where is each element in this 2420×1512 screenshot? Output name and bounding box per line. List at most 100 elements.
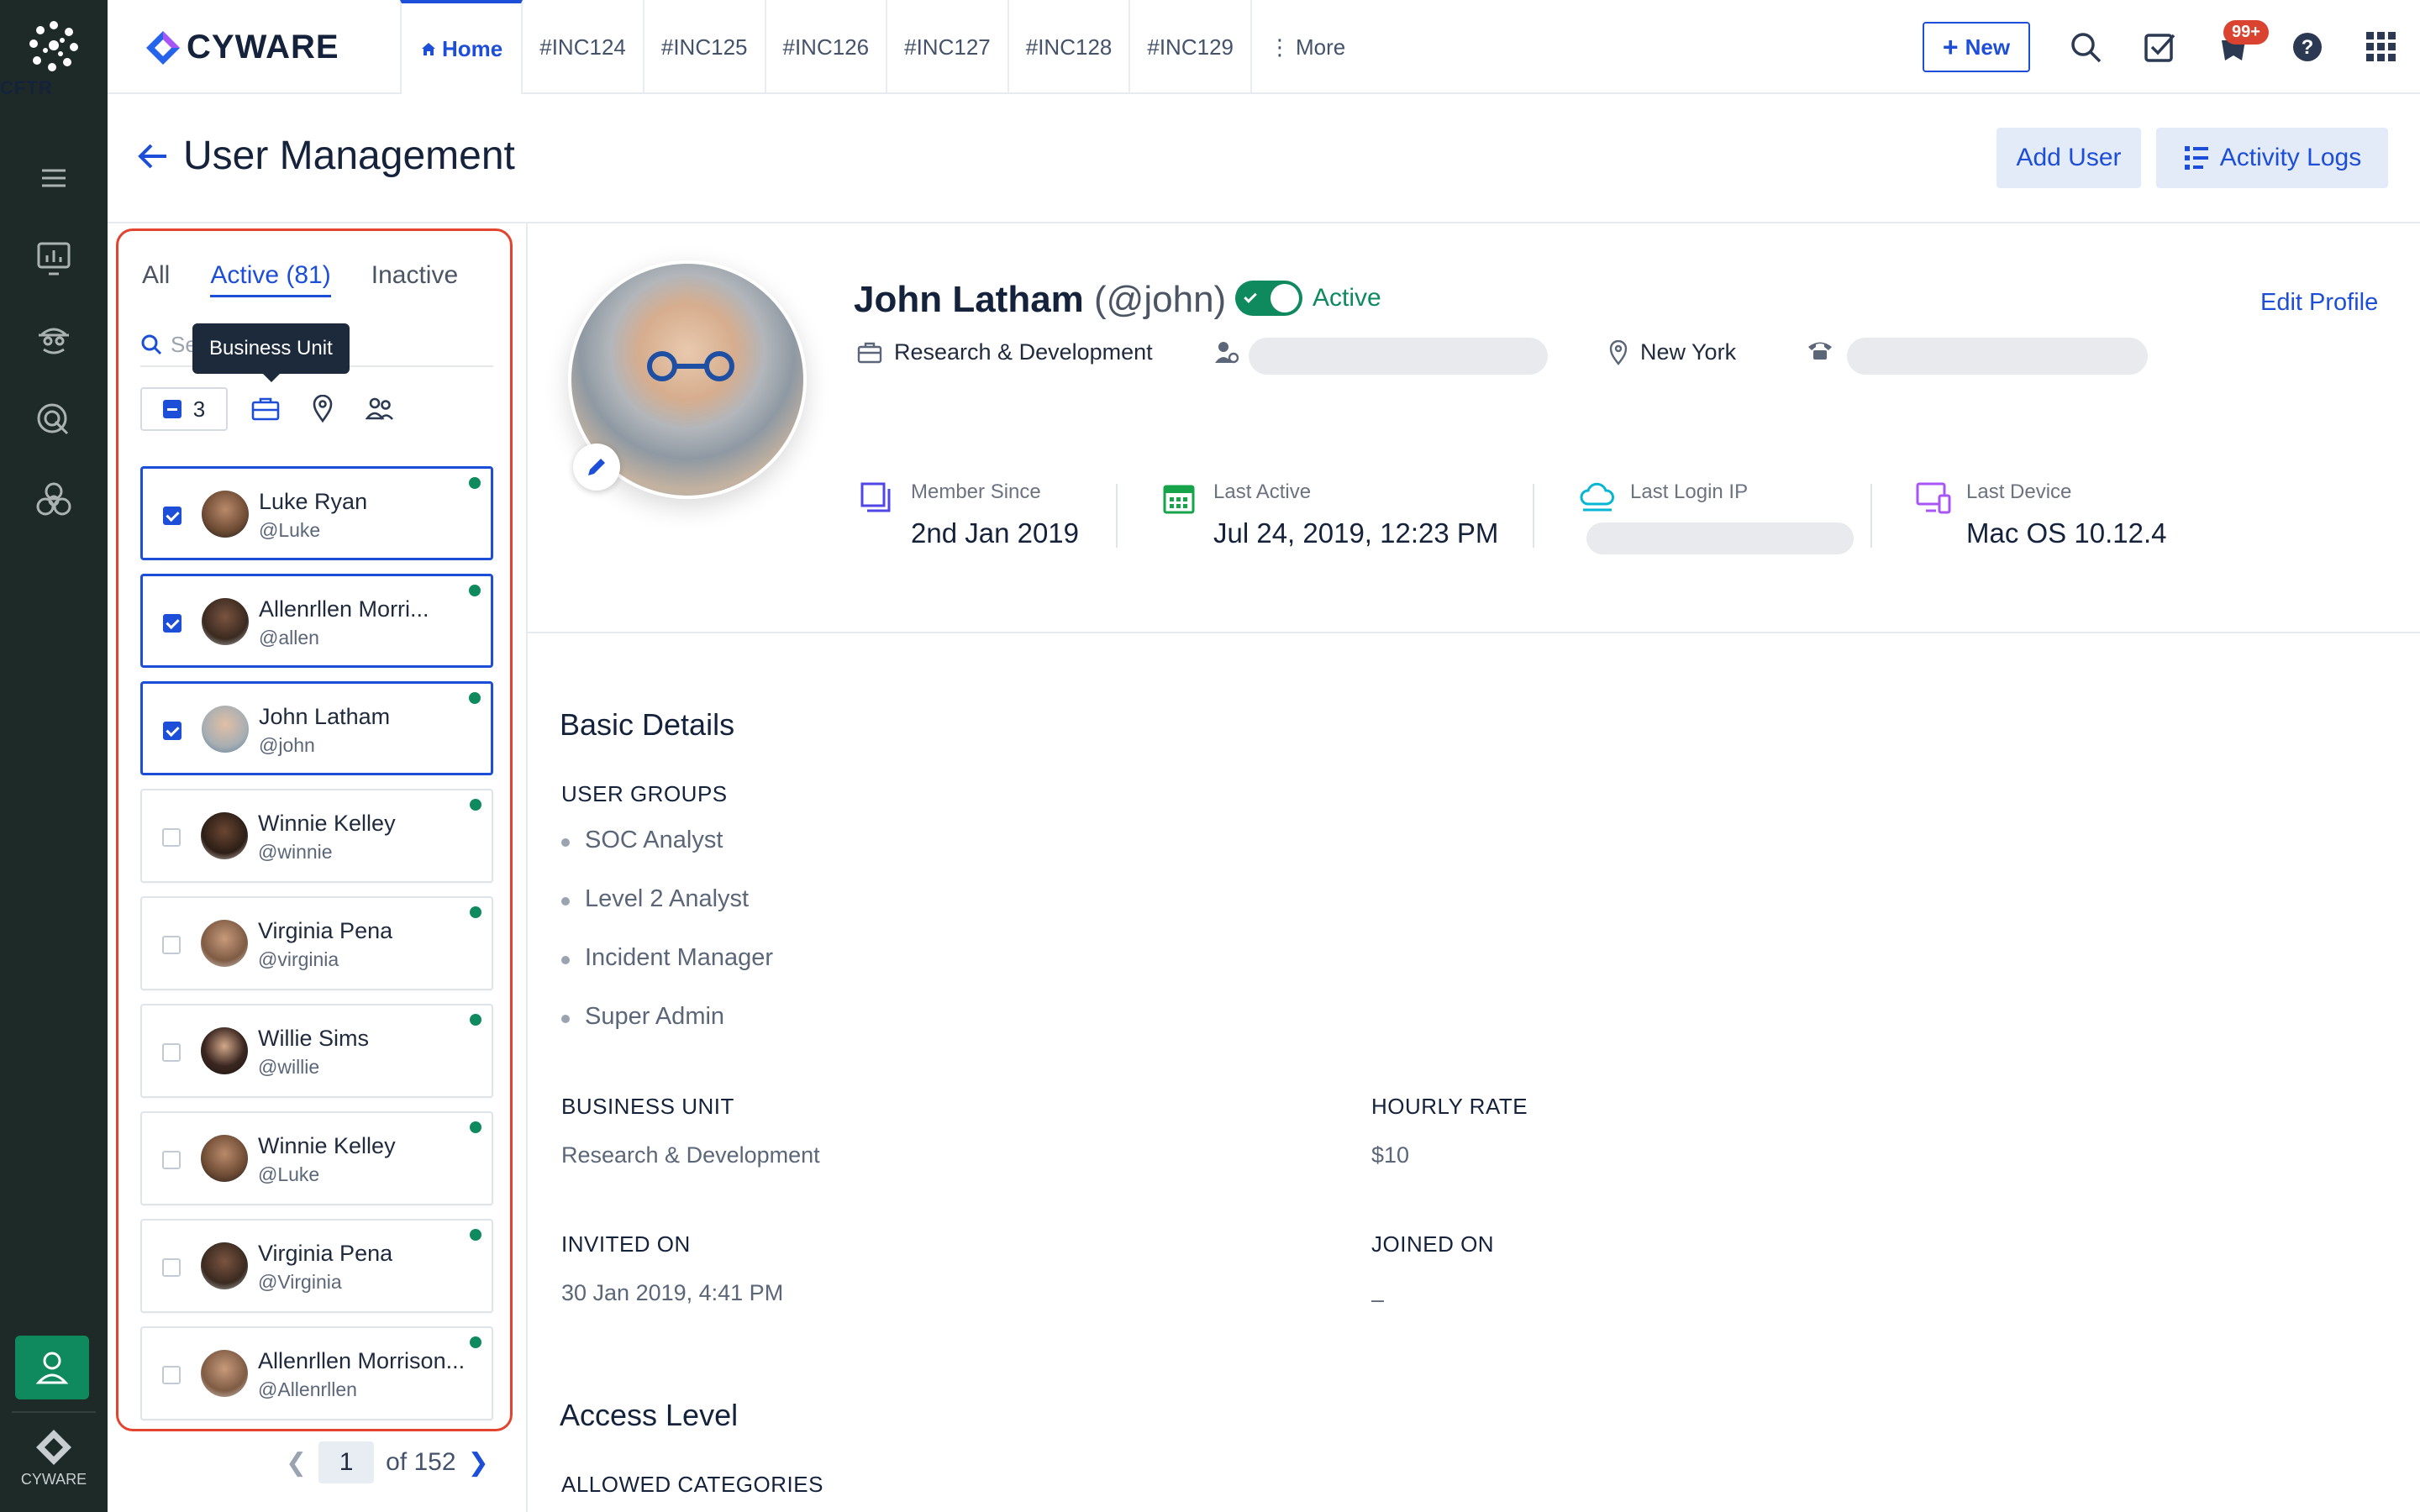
tab-label: #INC126 [782, 34, 870, 60]
section-divider [528, 632, 2420, 633]
svg-text:?: ? [2302, 36, 2314, 59]
back-arrow-icon[interactable] [138, 143, 168, 174]
user-handle: @winnie [258, 841, 333, 863]
list-item[interactable]: Winnie Kelley @Luke [140, 1111, 493, 1205]
user-checkbox[interactable] [162, 828, 181, 847]
apps-grid-icon[interactable] [2356, 22, 2407, 72]
online-status-dot [470, 906, 481, 918]
tab-home[interactable]: Home [400, 0, 523, 94]
tab-label: Home [442, 35, 503, 61]
user-checkbox[interactable] [162, 1043, 181, 1062]
biohazard-icon[interactable] [29, 475, 79, 526]
user-handle: @virginia [258, 948, 339, 970]
department-meta: Research & Development [857, 339, 1153, 365]
basic-details-heading: Basic Details [560, 707, 735, 742]
footer-label: CYWARE [20, 1471, 87, 1488]
user-management-nav-icon[interactable] [15, 1336, 89, 1399]
online-status-dot [469, 585, 481, 596]
search-icon[interactable] [2060, 22, 2111, 72]
calendar-icon [1163, 485, 1195, 514]
user-name: Virginia Pena [258, 918, 393, 943]
list-item: Level 2 Analyst [561, 885, 773, 944]
online-status-dot [470, 1336, 481, 1348]
business-unit-value: Research & Development [561, 1142, 820, 1168]
user-handle: @Luke [258, 1163, 320, 1185]
dashboard-icon[interactable] [29, 234, 79, 284]
list-item[interactable]: John Latham @john [140, 681, 493, 775]
tab-label: #INC125 [660, 34, 748, 60]
user-checkbox[interactable] [162, 936, 181, 954]
stat-divider [1870, 484, 1872, 548]
list-item: Super Admin [561, 1003, 773, 1062]
user-checkbox[interactable] [162, 1151, 181, 1169]
copy-icon [860, 482, 891, 512]
user-checkbox[interactable] [162, 1366, 181, 1384]
target-icon[interactable] [29, 395, 79, 445]
online-status-dot [469, 692, 481, 704]
edit-photo-button[interactable] [573, 444, 620, 491]
business-unit-filter-icon[interactable] [246, 390, 285, 428]
user-name: Luke Ryan [259, 489, 368, 514]
filter-active[interactable]: Active (81) [210, 261, 331, 297]
status-filter-tabs: All Active (81) Inactive [142, 261, 458, 297]
tab-label: #INC127 [904, 34, 991, 60]
online-status-dot [469, 477, 481, 489]
user-groups-list: SOC Analyst Level 2 Analyst Incident Man… [561, 827, 773, 1062]
new-button[interactable]: + New [1923, 22, 2030, 72]
list-item[interactable]: Allenrllen Morri... @allen [140, 574, 493, 668]
user-checkbox[interactable] [163, 722, 182, 740]
user-checkbox[interactable] [163, 614, 182, 633]
status-label: Active [1313, 284, 1381, 312]
user-group-filter-icon[interactable] [360, 390, 399, 428]
page-number-input[interactable]: 1 [318, 1441, 375, 1483]
list-item[interactable]: Virginia Pena @Virginia [140, 1219, 493, 1313]
hourly-rate-value: $10 [1371, 1142, 1410, 1168]
user-checkbox[interactable] [162, 1258, 181, 1277]
online-status-dot [470, 1014, 481, 1026]
user-handle: @Luke [259, 519, 321, 541]
department: Research & Development [894, 339, 1153, 365]
location-pin-icon [1609, 339, 1628, 365]
tab-inc128[interactable]: #INC128 [1009, 0, 1131, 94]
menu-icon[interactable] [29, 153, 79, 203]
edit-profile-link[interactable]: Edit Profile [2260, 289, 2379, 316]
page-header: User Management Add User Activity Logs [108, 94, 2420, 223]
tab-inc124[interactable]: #INC124 [523, 0, 644, 94]
stat-divider [1533, 484, 1534, 548]
tab-label: #INC128 [1025, 34, 1113, 60]
threat-actor-icon[interactable] [29, 314, 79, 365]
pagination: ❮ 1 of 152 ❯ [286, 1441, 489, 1483]
filter-inactive[interactable]: Inactive [371, 261, 459, 289]
list-item[interactable]: Allenrllen Morrison... @Allenrllen [140, 1326, 493, 1420]
brand[interactable]: CYWARE [145, 29, 339, 66]
list-item[interactable]: Luke Ryan @Luke [140, 466, 493, 560]
user-list-panel: All Active (81) Inactive Se Business Uni… [116, 228, 513, 1431]
tab-inc126[interactable]: #INC126 [766, 0, 888, 94]
location-filter-icon[interactable] [303, 390, 342, 428]
tab-more[interactable]: ⋮ More [1252, 0, 1362, 94]
notification-badge: 99+ [2223, 20, 2269, 45]
panel-divider [526, 223, 528, 1512]
list-item[interactable]: Virginia Pena @virginia [140, 896, 493, 990]
app-logo[interactable]: CFTR [0, 18, 108, 98]
filter-all[interactable]: All [142, 261, 171, 289]
activity-logs-button[interactable]: Activity Logs [2156, 128, 2388, 188]
help-icon[interactable]: ? [2282, 22, 2333, 72]
add-user-button[interactable]: Add User [1996, 128, 2141, 188]
tab-inc127[interactable]: #INC127 [887, 0, 1009, 94]
location: New York [1640, 339, 1737, 365]
business-unit-tooltip: Business Unit [192, 323, 350, 382]
tab-label: More [1296, 34, 1346, 60]
avatar [201, 1350, 248, 1397]
list-item[interactable]: Winnie Kelley @winnie [140, 789, 493, 883]
notification-icon[interactable] [2208, 22, 2259, 72]
chevron-right-icon[interactable]: ❯ [467, 1448, 489, 1477]
user-checkbox[interactable] [163, 507, 182, 525]
tab-inc125[interactable]: #INC125 [644, 0, 766, 94]
list-item[interactable]: Willie Sims @willie [140, 1004, 493, 1098]
active-status-toggle[interactable] [1235, 281, 1302, 316]
tasks-icon[interactable] [2134, 22, 2185, 72]
chevron-left-icon[interactable]: ❮ [286, 1448, 308, 1477]
tab-inc129[interactable]: #INC129 [1130, 0, 1252, 94]
bulk-select-toggle[interactable]: 3 [140, 387, 228, 431]
